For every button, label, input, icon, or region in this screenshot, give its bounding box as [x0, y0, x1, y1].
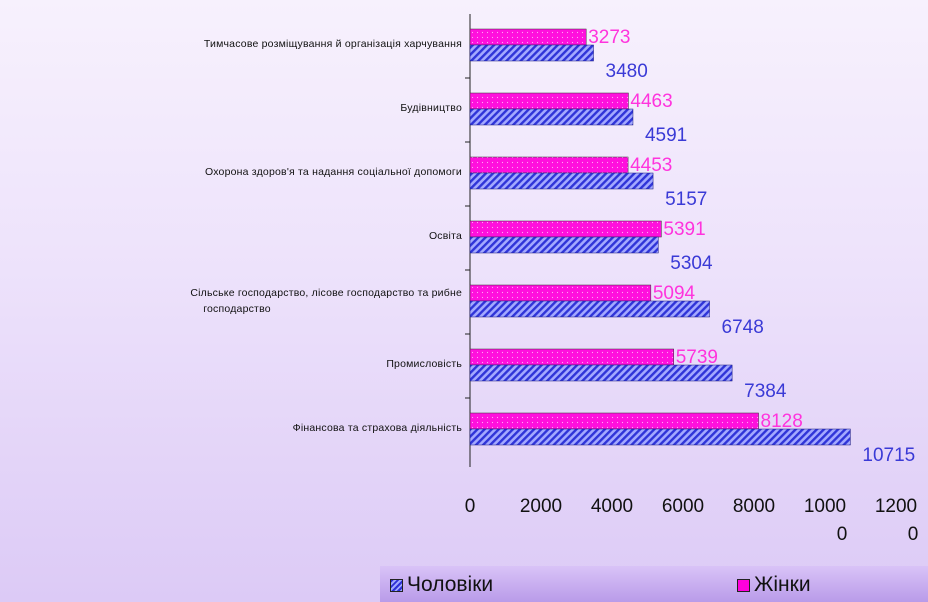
data-label-women: 4453 — [630, 155, 672, 176]
data-label-women: 5094 — [653, 283, 696, 304]
legend-swatch-men — [390, 578, 403, 592]
category-label: Будівництво — [12, 100, 462, 116]
category-label-line: господарство — [203, 303, 271, 315]
data-label-men: 6748 — [722, 317, 764, 338]
category-label-line: Тимчасове розміщування й організація хар… — [203, 38, 462, 50]
bar-men — [469, 428, 851, 446]
bar-women — [469, 92, 629, 110]
bar-women — [469, 156, 629, 174]
legend-label-men: Чоловіки — [407, 573, 494, 596]
x-tick-label: 8000 — [733, 496, 775, 517]
x-tick-label-line: 6000 — [662, 496, 704, 517]
x-tick-label: 6000 — [662, 496, 704, 517]
legend-swatch-women — [737, 578, 750, 592]
category-label: Освіта — [12, 228, 462, 244]
bar-men — [469, 108, 634, 126]
bar-men — [469, 236, 659, 254]
bar-men — [469, 44, 594, 62]
x-tick-label-line: 4000 — [591, 496, 633, 517]
category-label-line: Промисловість — [386, 358, 462, 370]
bar-men — [469, 172, 654, 190]
x-tick-label-line: 0 — [465, 496, 476, 517]
legend: Чоловіки Жінки — [380, 566, 928, 602]
data-label-men: 10715 — [862, 445, 915, 466]
legend-item-men: Чоловіки — [390, 574, 493, 596]
x-tick-label-line: 8000 — [733, 496, 775, 517]
category-label: Тимчасове розміщування й організація хар… — [12, 36, 462, 52]
legend-label-women: Жінки — [754, 573, 811, 596]
category-label: Промисловість — [12, 356, 462, 372]
x-tick-label: 0 — [465, 496, 476, 517]
category-label-line: Будівництво — [400, 102, 462, 114]
data-label-men: 5304 — [670, 253, 713, 274]
data-label-men: 3480 — [606, 61, 648, 82]
data-label-women: 3273 — [588, 27, 630, 48]
bar-women — [469, 348, 674, 366]
x-tick-label: 2000 — [520, 496, 562, 517]
bar-women — [469, 284, 652, 302]
bar-women — [469, 220, 662, 238]
bar-women — [469, 28, 587, 46]
x-tick-label-line: 1000 — [804, 496, 846, 517]
bar-men — [469, 364, 733, 382]
bar-men — [469, 300, 710, 318]
category-label: Сільське господарство, лісове господарст… — [12, 285, 462, 317]
legend-item-women: Жінки — [737, 574, 811, 596]
x-tick-label-line: 2000 — [520, 496, 562, 517]
data-label-women: 8128 — [761, 411, 803, 432]
x-tick-label: 1000 0 — [804, 496, 847, 545]
category-label-line: Сільське господарство, лісове господарст… — [190, 287, 462, 299]
data-label-men: 5157 — [665, 189, 707, 210]
x-tick-label-line: 0 — [837, 524, 848, 545]
data-label-women: 5739 — [676, 347, 718, 368]
data-label-women: 4463 — [630, 91, 672, 112]
x-tick-label: 4000 — [591, 496, 633, 517]
data-label-women: 5391 — [663, 219, 705, 240]
category-label-line: Освіта — [428, 230, 462, 242]
category-label-line: Фінансова та страхова діяльність — [292, 422, 462, 434]
x-tick-label: 1200 0 — [875, 496, 918, 545]
x-tick-label-line: 0 — [908, 524, 919, 545]
category-label-line: Охорона здоров'я та надання соціальної д… — [204, 166, 462, 178]
data-label-men: 4591 — [645, 125, 687, 146]
bar-women — [469, 412, 759, 430]
category-label: Охорона здоров'я та надання соціальної д… — [12, 164, 462, 180]
category-label: Фінансова та страхова діяльність — [12, 420, 462, 436]
data-label-men: 7384 — [744, 381, 787, 402]
x-tick-label-line: 1200 — [875, 496, 917, 517]
